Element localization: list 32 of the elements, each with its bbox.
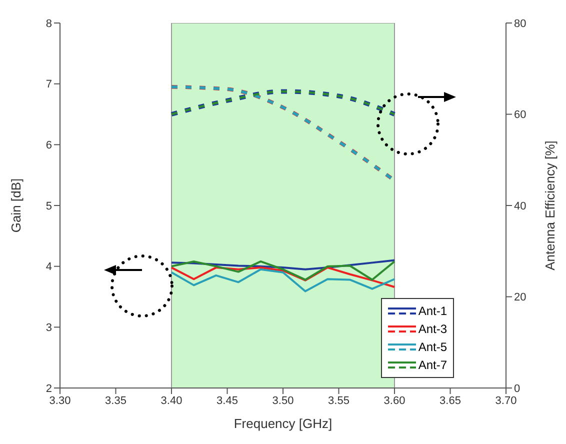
y2-tick-label: 60 — [514, 109, 526, 122]
line-series — [170, 259, 396, 270]
legend-label: Ant-1 — [418, 304, 447, 318]
y-tick-label: 8 — [46, 18, 52, 30]
y-tick-label: 2 — [46, 382, 52, 395]
x-axis-title: Frequency [GHz] — [234, 416, 332, 431]
x-tick-label: 3.70 — [495, 394, 517, 407]
x-tick-label: 3.55 — [328, 394, 350, 407]
line-series — [170, 266, 396, 288]
x-tick-label: 3.60 — [384, 394, 406, 407]
y-tick-label: 7 — [46, 78, 52, 91]
y-tick-label: 6 — [46, 140, 52, 152]
legend-label: Ant-7 — [418, 358, 447, 372]
x-tick-label: 3.45 — [216, 394, 238, 407]
y-tick-label: 4 — [46, 261, 52, 274]
y2-tick-label: 80 — [514, 18, 526, 30]
y2-tick-label: 40 — [514, 200, 526, 212]
legend-label: Ant-3 — [418, 322, 447, 336]
x-tick-label: 3.35 — [105, 394, 126, 407]
x-tick-label: 3.65 — [440, 394, 461, 407]
legend-label: Ant-5 — [418, 340, 447, 354]
x-tick-label: 3.40 — [160, 394, 182, 407]
y2-tick-label: 0 — [514, 382, 520, 395]
line-series — [170, 260, 396, 281]
y-tick-label: 3 — [46, 322, 52, 334]
x-tick-label: 3.30 — [49, 394, 71, 407]
y2-axis-title: Antenna Efficiency [%] — [542, 140, 558, 270]
line-series — [170, 268, 396, 292]
y2-tick-label: 20 — [514, 292, 526, 304]
x-tick-label: 3.50 — [272, 394, 294, 407]
y-axis-title: Gain [dB] — [8, 178, 24, 233]
y-tick-label: 5 — [46, 200, 52, 212]
